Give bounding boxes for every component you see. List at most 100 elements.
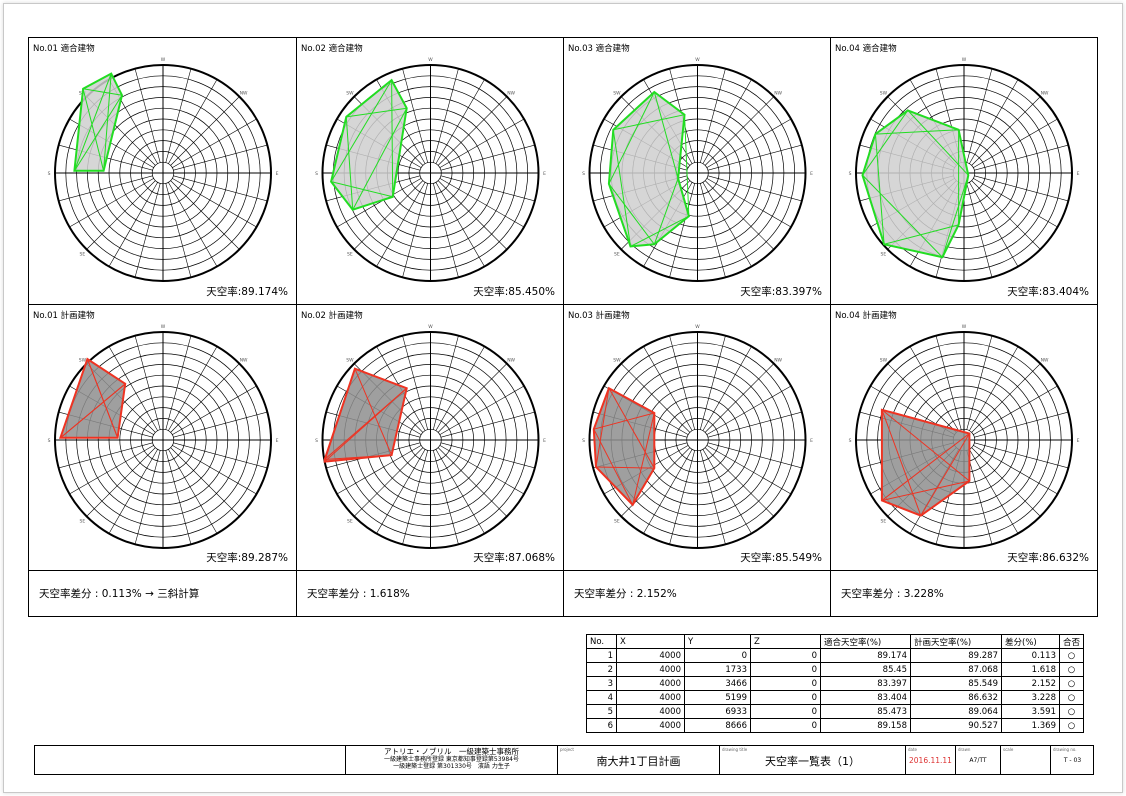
compass-label: W xyxy=(161,57,166,63)
azimuth-line xyxy=(909,346,959,431)
azimuth-line xyxy=(966,335,993,430)
compass-label: NW xyxy=(1041,90,1049,96)
obstruction-mesh xyxy=(593,412,655,430)
table-cell: ○ xyxy=(1059,662,1084,677)
diff-cell-4: 天空率差分 : 3.228% xyxy=(841,588,944,600)
table-cell: 83.404 xyxy=(820,690,911,705)
azimuth-line xyxy=(108,346,158,431)
azimuth-line xyxy=(402,183,428,278)
table-cell: 0 xyxy=(684,648,751,663)
compass-label: NW xyxy=(774,357,782,363)
obstruction-mesh xyxy=(881,409,970,482)
obstruction-polygon xyxy=(330,78,408,211)
azimuth-line xyxy=(435,79,485,164)
obstruction-mesh xyxy=(331,181,393,198)
obstruction-mesh xyxy=(612,129,632,247)
azimuth-line xyxy=(168,346,218,431)
azimuth-line xyxy=(353,447,424,517)
table-cell: 3.228 xyxy=(1001,690,1060,705)
azimuth-line xyxy=(702,182,752,267)
col-header: 適合天空率(%) xyxy=(820,634,911,649)
table-cell: 85.549 xyxy=(910,676,1002,691)
obstruction-mesh xyxy=(324,454,392,460)
table-cell: 3466 xyxy=(684,676,751,691)
azimuth-line xyxy=(435,449,485,534)
drawn-by: A7/TT xyxy=(969,757,987,764)
table-cell: ○ xyxy=(1059,648,1084,663)
azimuth-line xyxy=(704,180,775,250)
table-cell: 1733 xyxy=(684,662,751,677)
table-cell: 83.397 xyxy=(820,676,911,691)
compass-label: W xyxy=(695,57,700,63)
azimuth-line xyxy=(69,178,154,228)
table-cell: 89.287 xyxy=(910,648,1002,663)
obstruction-mesh xyxy=(608,387,655,469)
title-block: アトリエ・ノブリル 一級建築士事務所 一級建築士事務所登録 東京都知事登録第53… xyxy=(34,745,1094,775)
azimuth-line xyxy=(172,385,257,435)
obstruction-mesh xyxy=(862,110,909,176)
table-cell: 85.45 xyxy=(820,662,911,677)
compass-label: SE xyxy=(881,519,887,525)
sky-factor-table: No. X Y Z 適合天空率(%) 計画天空率(%) 差分(%) 合否 1 40… xyxy=(586,634,1084,733)
compass-label: SW xyxy=(613,90,621,96)
col-header: 合否 xyxy=(1059,634,1084,649)
drawn-caption: drawn xyxy=(958,747,971,752)
date-caption: date xyxy=(908,747,918,752)
compass-label: NW xyxy=(774,90,782,96)
scale-box: scale xyxy=(1000,746,1050,774)
obstruction-mesh xyxy=(608,183,655,245)
azimuth-line xyxy=(168,79,218,164)
col-header: No. xyxy=(586,634,617,649)
compass-label: S xyxy=(315,171,318,177)
office-line: 一級建築士事務所登録 東京都知事登録第53984号 xyxy=(384,755,519,763)
azimuth-line xyxy=(165,183,192,278)
azimuth-line xyxy=(353,180,424,250)
project-name: 南大井1丁目計画 xyxy=(596,755,681,768)
compass-label: E xyxy=(543,438,546,444)
table-cell: 8666 xyxy=(684,718,751,733)
compass-label: SE xyxy=(347,252,353,258)
compass-label: SE xyxy=(881,252,887,258)
azimuth-line xyxy=(966,68,993,163)
azimuth-line xyxy=(173,144,268,171)
azimuth-line xyxy=(974,442,1069,469)
cell-top-2: W SW S SE E NW No.02 適合建物 天空率:85.450% xyxy=(297,38,564,305)
azimuth-line xyxy=(887,363,957,433)
obstruction-mesh xyxy=(82,88,105,171)
cell-top-4: W SW S SE E NW No.04 適合建物 天空率:83.404% xyxy=(831,38,1097,305)
azimuth-line xyxy=(702,346,752,431)
azimuth-line xyxy=(974,144,1069,171)
azimuth-line xyxy=(173,442,268,469)
col-header: 計画天空率(%) xyxy=(910,634,1002,649)
table-cell: 89.064 xyxy=(910,704,1002,719)
table-cell: 6 xyxy=(586,718,617,733)
table-row: 3 4000 3466 0 83.397 85.549 2.152 ○ xyxy=(586,676,1084,691)
azimuth-line xyxy=(58,442,153,469)
table-cell: 0 xyxy=(750,676,821,691)
date-box: date 2016.11.11 xyxy=(905,746,955,774)
azimuth-line xyxy=(439,118,525,168)
azimuth-line xyxy=(433,335,459,430)
azimuth-line xyxy=(969,79,1019,164)
sky-factor-rate: 天空率:85.549% xyxy=(740,552,822,564)
azimuth-line xyxy=(974,175,1069,202)
table-cell: 4000 xyxy=(616,690,685,705)
obstruction-mesh xyxy=(103,73,112,171)
cell-bottom-4: W SW S SE E NW No.04 計画建物 天空率:86.632% xyxy=(831,305,1097,571)
azimuth-line xyxy=(170,363,240,433)
table-cell: 85.473 xyxy=(820,704,911,719)
azimuth-line xyxy=(706,385,792,435)
azimuth-line xyxy=(969,182,1019,267)
azimuth-line xyxy=(439,178,525,228)
obstruction-mesh xyxy=(881,433,970,501)
azimuth-line xyxy=(643,449,693,534)
office-line: 一級建築士登録 第301330号 濱語 力生子 xyxy=(393,763,510,770)
obstruction-mesh xyxy=(73,73,112,172)
azimuth-line xyxy=(168,182,218,267)
